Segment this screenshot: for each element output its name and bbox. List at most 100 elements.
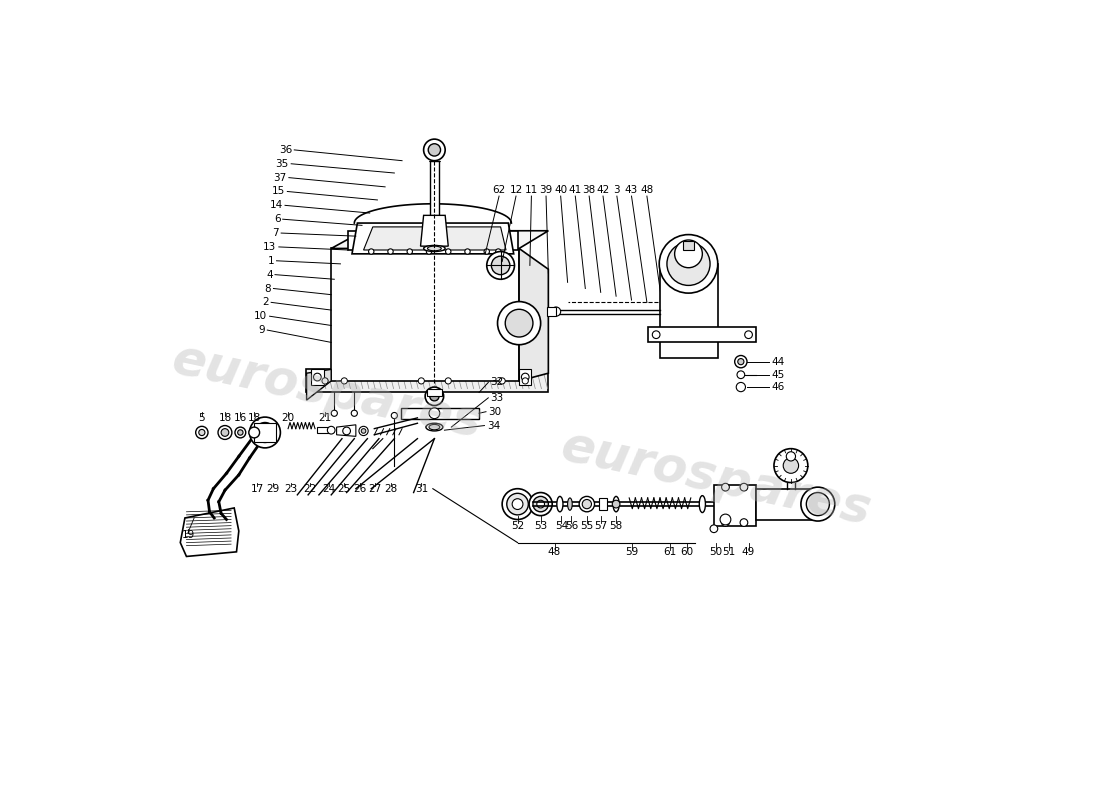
Bar	[254, 423, 276, 442]
Circle shape	[774, 449, 807, 482]
Circle shape	[502, 489, 532, 519]
Polygon shape	[757, 489, 818, 519]
Ellipse shape	[613, 496, 619, 512]
Text: 41: 41	[569, 185, 582, 194]
Circle shape	[806, 493, 829, 516]
Polygon shape	[180, 508, 239, 557]
Bar	[519, 370, 531, 385]
Circle shape	[497, 302, 541, 345]
Circle shape	[328, 426, 336, 434]
Text: 62: 62	[493, 185, 506, 194]
Circle shape	[331, 410, 338, 416]
Polygon shape	[519, 249, 548, 381]
Circle shape	[534, 496, 549, 512]
Circle shape	[388, 249, 393, 254]
Polygon shape	[660, 264, 717, 358]
Text: 27: 27	[368, 484, 382, 494]
Bar	[311, 370, 323, 385]
Polygon shape	[348, 230, 517, 250]
Circle shape	[361, 429, 366, 434]
Circle shape	[486, 251, 515, 279]
Circle shape	[221, 429, 229, 436]
Circle shape	[250, 417, 280, 448]
Circle shape	[418, 378, 425, 384]
Circle shape	[359, 426, 369, 435]
Circle shape	[499, 378, 505, 384]
Text: 44: 44	[772, 357, 785, 366]
Text: 5: 5	[198, 413, 206, 423]
Circle shape	[428, 144, 440, 156]
Text: 59: 59	[625, 547, 638, 557]
Text: 49: 49	[741, 547, 756, 557]
Circle shape	[484, 249, 490, 254]
Text: 14: 14	[270, 200, 283, 210]
Polygon shape	[331, 230, 548, 249]
Text: 24: 24	[322, 484, 335, 494]
Text: 30: 30	[488, 406, 502, 417]
Circle shape	[446, 249, 451, 254]
Circle shape	[368, 249, 374, 254]
Circle shape	[738, 358, 744, 365]
Circle shape	[446, 378, 451, 384]
Text: 50: 50	[710, 547, 723, 557]
Bar	[683, 241, 694, 250]
Text: 22: 22	[302, 484, 317, 494]
Text: 4: 4	[266, 270, 273, 280]
Circle shape	[737, 371, 745, 378]
Circle shape	[736, 382, 746, 392]
Circle shape	[711, 525, 717, 533]
Circle shape	[722, 518, 729, 526]
Text: 9: 9	[258, 325, 265, 335]
Circle shape	[652, 331, 660, 338]
Circle shape	[582, 499, 592, 509]
Text: eurospares: eurospares	[557, 422, 876, 534]
Bar	[547, 307, 556, 316]
Text: 61: 61	[663, 547, 676, 557]
Text: 57: 57	[594, 521, 607, 530]
Text: 7: 7	[272, 228, 279, 238]
Text: 32: 32	[491, 378, 504, 387]
Circle shape	[801, 487, 835, 521]
Circle shape	[199, 430, 205, 435]
Circle shape	[430, 392, 439, 401]
Text: 15: 15	[272, 186, 285, 197]
Circle shape	[579, 496, 595, 512]
Circle shape	[249, 427, 260, 438]
Text: 42: 42	[596, 185, 609, 194]
Bar	[318, 427, 331, 434]
Circle shape	[507, 494, 528, 515]
Text: 19: 19	[182, 530, 195, 540]
Polygon shape	[363, 227, 506, 250]
Circle shape	[740, 483, 748, 491]
Polygon shape	[649, 327, 757, 342]
Circle shape	[521, 373, 529, 381]
Circle shape	[720, 514, 730, 525]
Circle shape	[674, 240, 703, 268]
Circle shape	[740, 518, 748, 526]
Circle shape	[407, 249, 412, 254]
Polygon shape	[331, 249, 519, 381]
Ellipse shape	[557, 496, 563, 512]
Text: 56: 56	[564, 521, 579, 530]
Circle shape	[343, 427, 351, 435]
Circle shape	[255, 422, 275, 442]
Circle shape	[341, 378, 348, 384]
Circle shape	[218, 426, 232, 439]
Text: 31: 31	[415, 484, 428, 494]
Circle shape	[425, 387, 443, 406]
Polygon shape	[429, 161, 440, 215]
Text: 2: 2	[262, 298, 268, 307]
Circle shape	[392, 413, 397, 418]
Circle shape	[537, 500, 544, 508]
Text: 21: 21	[318, 413, 332, 423]
Circle shape	[505, 310, 534, 337]
Circle shape	[314, 373, 321, 381]
Text: 43: 43	[625, 185, 638, 194]
Text: 37: 37	[273, 173, 286, 182]
Text: 25: 25	[338, 484, 351, 494]
Ellipse shape	[700, 496, 705, 513]
Text: 54: 54	[554, 521, 568, 530]
Polygon shape	[307, 370, 331, 400]
Circle shape	[496, 249, 500, 254]
Circle shape	[786, 452, 795, 461]
